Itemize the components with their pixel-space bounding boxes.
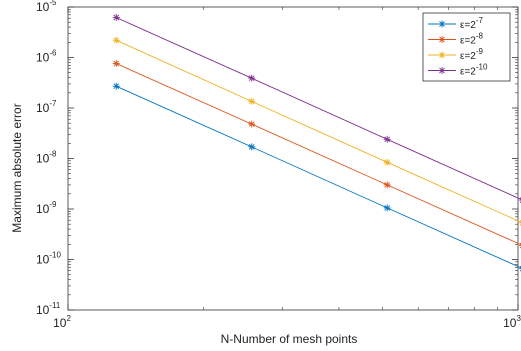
data-point-3-1 [248,74,256,82]
legend-label-0: ε=2-7 [460,16,484,31]
series-line-2 [116,39,521,223]
x-tick-label: 103 [503,314,521,330]
series-line-3 [116,17,521,200]
legend-marker-1 [438,36,446,43]
y-tick-label: 10-11 [36,301,61,317]
y-tick-label: 10-6 [36,49,57,65]
legend-marker-0 [438,20,446,28]
x-tick-label: 102 [53,314,71,330]
series-line-0 [116,85,521,269]
data-point-1-1 [248,120,256,128]
x-axis-label: N-Number of mesh points [221,332,358,346]
data-point-0-2 [383,204,391,212]
data-point-1-0 [112,60,120,68]
y-tick-label: 10-8 [36,150,57,166]
data-point-1-2 [383,181,391,189]
data-point-2-0 [112,36,120,44]
y-tick-label: 10-7 [36,99,57,115]
data-point-0-1 [248,143,256,151]
y-tick-label: 10-5 [36,0,57,14]
plot-area: 102 103 10-5 10-6 10-7 10-8 10-9 10-10 10-11 ε=2-… [36,0,521,330]
y-axis-label: Maximum absolute error [10,103,24,232]
legend-label-1: ε=2-8 [460,32,484,47]
data-point-0-0 [112,82,120,90]
data-point-3-0 [112,13,120,21]
legend-marker-3 [438,67,446,74]
legend-marker-2 [438,51,446,59]
data-point-2-1 [248,97,256,105]
series-line-1 [116,63,521,246]
data-point-2-2 [383,158,391,166]
y-tick-label: 10-9 [36,200,57,216]
y-tick-label: 10-10 [36,251,61,267]
legend-label-3: ε=2-10 [460,63,488,78]
data-point-3-2 [383,135,391,143]
legend-label-2: ε=2-9 [460,47,484,62]
